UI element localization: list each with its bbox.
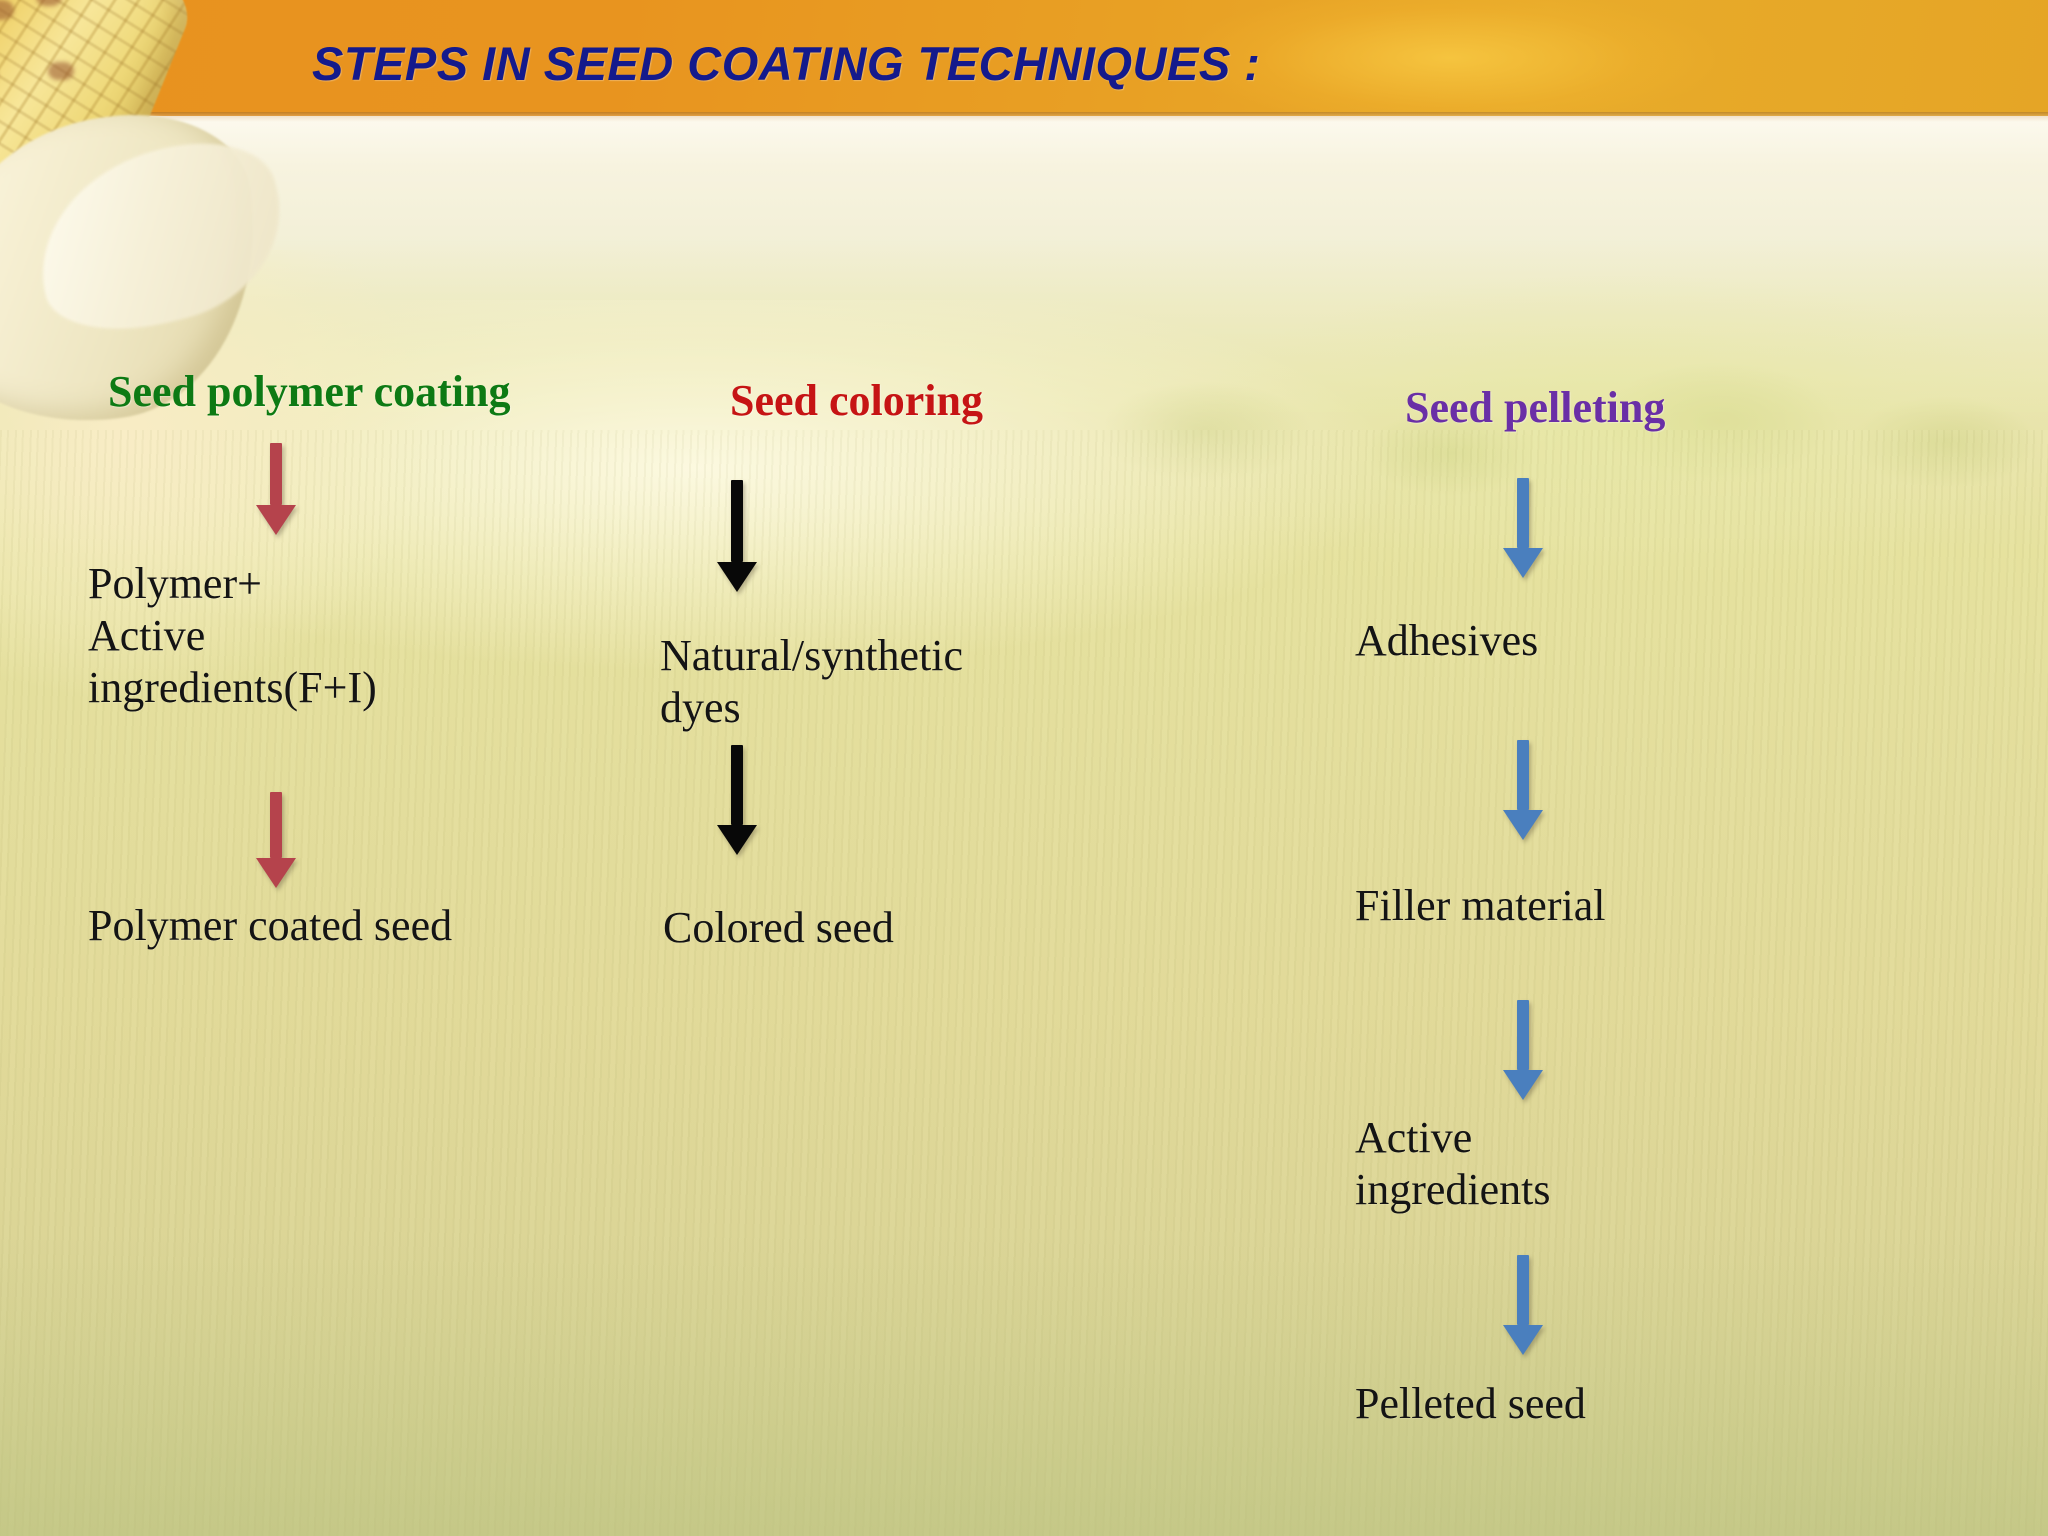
arrow-down-3a bbox=[1503, 478, 1543, 578]
column-heading-3: Seed pelleting bbox=[1405, 383, 1666, 432]
corn-cob-icon bbox=[0, 0, 360, 442]
corn-kernel bbox=[48, 62, 74, 80]
page-title: STEPS IN SEED COATING TECHNIQUES : bbox=[312, 37, 1261, 90]
node-1-polymer-active-ingredients: Polymer+ Active ingredients(F+I) bbox=[88, 558, 608, 714]
node-line: Filler material bbox=[1355, 881, 1606, 930]
arrow-down-3d bbox=[1503, 1255, 1543, 1355]
node-3-active-ingredients: Active ingredients bbox=[1355, 1112, 1805, 1216]
column-heading-1: Seed polymer coating bbox=[108, 367, 511, 416]
node-3-filler-material: Filler material bbox=[1355, 880, 1805, 932]
column-heading-2: Seed coloring bbox=[730, 376, 983, 425]
node-line: Active bbox=[88, 610, 206, 660]
arrow-down-2a bbox=[717, 480, 757, 592]
node-line: ingredients bbox=[1355, 1164, 1551, 1214]
arrow-down-1b bbox=[256, 792, 296, 888]
node-line: Polymer coated seed bbox=[88, 901, 453, 950]
arrow-down-1a bbox=[256, 443, 296, 535]
node-line: Active bbox=[1355, 1113, 1473, 1162]
node-1-polymer-coated-seed: Polymer coated seed bbox=[88, 900, 628, 952]
node-2-colored-seed: Colored seed bbox=[663, 902, 1083, 954]
node-line: ingredients(F+I) bbox=[88, 662, 377, 712]
node-line: Adhesives bbox=[1355, 616, 1539, 665]
node-line: Natural/synthetic bbox=[660, 631, 964, 680]
corn-kernel bbox=[0, 0, 14, 20]
header-bar bbox=[0, 0, 2048, 116]
background-bottom-shade bbox=[0, 1236, 2048, 1536]
node-line: dyes bbox=[660, 682, 741, 732]
node-2-natural-synthetic-dyes: Natural/synthetic dyes bbox=[660, 630, 1080, 734]
arrow-down-3c bbox=[1503, 1000, 1543, 1100]
node-line: Pelleted seed bbox=[1355, 1379, 1586, 1428]
node-line: Colored seed bbox=[663, 903, 894, 952]
corn-kernel bbox=[36, 0, 62, 6]
node-3-pelleted-seed: Pelleted seed bbox=[1355, 1378, 1805, 1430]
node-line: Polymer+ bbox=[88, 559, 262, 608]
header-highlight bbox=[1100, 0, 1800, 116]
header-underline bbox=[0, 112, 2048, 122]
node-3-adhesives: Adhesives bbox=[1355, 615, 1805, 667]
arrow-down-3b bbox=[1503, 740, 1543, 840]
arrow-down-2b bbox=[717, 745, 757, 855]
